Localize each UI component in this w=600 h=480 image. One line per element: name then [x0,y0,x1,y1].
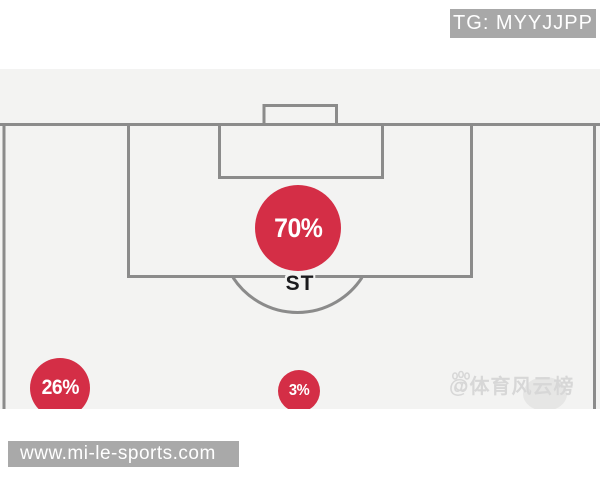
stat-value-26: 26% [41,376,79,399]
stat-value-3: 3% [288,382,310,399]
tg-watermark-badge: TG: MYYJJPP [450,9,596,38]
goal-frame [262,104,338,126]
site-watermark-bar: www.mi-le-sports.com [8,441,239,467]
position-label-st: ST [285,272,315,295]
watermark-smudge [523,377,567,409]
social-watermark: @体育风云榜 [449,369,575,399]
stat-value-70: 70% [273,212,323,243]
paw-icon [451,370,471,392]
social-watermark-text: @体育风云榜 [449,375,575,398]
goal-box [218,123,384,179]
stat-bubble-70: 70% [255,185,341,271]
pitch-area: 70% ST 26% 3% @体育风云榜 [0,69,600,409]
pitch-lines [0,104,600,409]
stat-bubble-3: 3% [278,370,320,409]
stat-bubble-26: 26% [30,358,90,409]
penalty-arc [231,276,364,314]
